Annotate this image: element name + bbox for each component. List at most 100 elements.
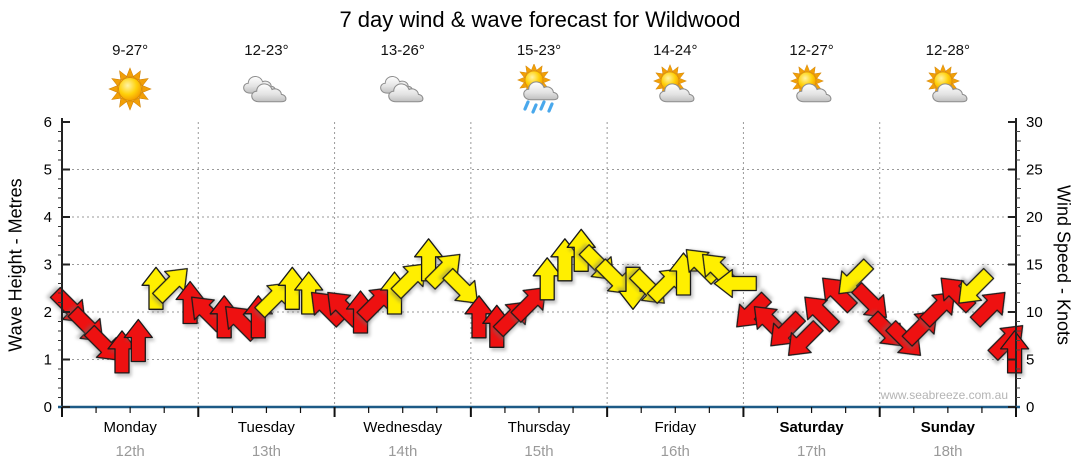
sun-ray [535, 65, 543, 74]
sun-ray [944, 66, 952, 75]
left-tick-label: 5 [44, 162, 52, 179]
wind-arrow [787, 320, 824, 356]
cloud-icon [659, 83, 695, 103]
sun-showers-icon [517, 63, 559, 114]
partly-cloudy-icon [653, 64, 695, 103]
weather-icon-partly-cloudy [651, 64, 699, 114]
left-tick-label: 2 [44, 304, 52, 321]
cloud-icon [523, 81, 559, 101]
sun-ray [949, 72, 958, 80]
sun-ray [661, 66, 669, 75]
right-tick-label: 5 [1026, 352, 1034, 369]
cloudy-icon [243, 75, 287, 103]
weather-icon-partly-cloudy [924, 64, 972, 114]
right-tick-label: 0 [1026, 399, 1034, 416]
temperature-range: 15-23° [516, 42, 562, 59]
sun-ray [928, 82, 937, 90]
right-tick-label: 30 [1026, 114, 1043, 131]
temperature-range: 9-27° [112, 42, 149, 59]
axes: 0 1 2 3 4 5 6 0 5 10 15 20 25 30 [44, 114, 1043, 417]
day-date: 12th [115, 443, 145, 460]
raindrop-icon [523, 100, 530, 111]
temperature-range: 13-26° [380, 42, 425, 59]
sun-ray [519, 71, 528, 79]
weather-icon-cloudy [242, 64, 290, 114]
left-tick-label: 6 [44, 114, 52, 131]
sun-ray [808, 66, 816, 75]
raindrop-icon [539, 100, 546, 111]
sun-ray [676, 72, 685, 80]
sun-ray [138, 78, 149, 87]
wind-arrow [804, 296, 841, 333]
left-axis-title: Wave Height - Metres [5, 178, 26, 352]
day-name: Tuesday [237, 419, 295, 436]
wind-arrow [919, 291, 956, 328]
sun-ray [540, 71, 549, 79]
sun-ray [798, 66, 805, 75]
day-date: 17th [796, 443, 827, 460]
partly-cloudy-icon [925, 64, 968, 103]
left-tick-label: 4 [44, 209, 52, 226]
weather-icon-sunny [106, 64, 154, 114]
day-name: Monday [103, 419, 157, 436]
day-name: Friday [654, 419, 697, 436]
weather-icon-cloudy [379, 64, 427, 114]
sun-ray [813, 72, 822, 80]
day-name: Saturday [779, 419, 844, 436]
day-date: 13th [251, 443, 282, 460]
cloudy-icon [379, 75, 424, 103]
wind-arrow [390, 263, 427, 300]
weather-icon-partly-cloudy [788, 64, 836, 114]
wind-arrows [49, 228, 1030, 374]
left-tick-label: 1 [44, 352, 52, 369]
cloud-icon [795, 83, 831, 103]
sun-ray [791, 82, 801, 90]
sun-ray [655, 82, 664, 90]
wind-arrow [969, 291, 1006, 328]
right-tick-label: 25 [1026, 162, 1043, 179]
right-tick-label: 15 [1026, 257, 1043, 274]
watermark: www.seabreeze.com.au [880, 388, 1008, 402]
cloud-icon [387, 83, 424, 103]
wind-arrow [713, 268, 757, 299]
right-tick-label: 10 [1026, 304, 1043, 321]
sunny-icon [108, 67, 152, 111]
day-date: 16th [660, 443, 690, 460]
wind-arrow [510, 287, 547, 323]
sun-ray [138, 91, 149, 100]
sun-icon [108, 67, 152, 111]
day-date: 18th [933, 443, 963, 460]
right-tick-label: 20 [1026, 209, 1043, 226]
partly-cloudy-icon [789, 64, 831, 103]
sun-ray [928, 72, 937, 80]
weather-icon-sun-showers [515, 63, 563, 114]
gridlines [62, 122, 1016, 407]
day-date: 15th [524, 443, 554, 460]
wind-arrow [123, 318, 153, 363]
wind-arrow [958, 267, 995, 304]
sun-ray [655, 72, 664, 80]
wind-arrow [442, 267, 479, 304]
wind-arrow [999, 330, 1030, 374]
left-tick-label: 3 [44, 257, 52, 274]
day-date: 14th [388, 443, 418, 460]
sun-ray [934, 66, 941, 75]
right-axis-title: Wind Speed - Knots [1053, 184, 1074, 346]
temperature-range: 14-24° [653, 42, 698, 59]
temperature-range: 12-23° [244, 42, 289, 59]
sun-ray [525, 65, 533, 74]
raindrop-icon [547, 102, 554, 113]
sun-ray [672, 66, 679, 75]
raindrop-icon [531, 103, 538, 114]
cloud-icon [251, 83, 287, 103]
sun-ray [791, 72, 801, 80]
sun-ray [519, 81, 528, 89]
day-name: Sunday [920, 419, 975, 436]
day-name: Wednesday [363, 419, 443, 436]
cloud-icon [932, 83, 968, 103]
left-tick-label: 0 [44, 399, 52, 416]
wind-arrow [851, 282, 887, 318]
temperature-range: 12-28° [925, 42, 971, 59]
page-title: 7 day wind & wave forecast for Wildwood [339, 7, 741, 32]
